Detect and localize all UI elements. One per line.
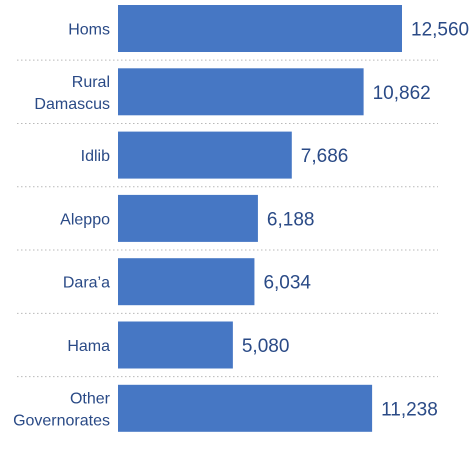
category-label-0: Homs [68,22,110,39]
value-label-0: 12,560 [411,20,469,41]
bars-group [118,5,402,432]
bar-5 [118,321,233,369]
value-label-2: 7,686 [301,146,349,167]
bar-6 [118,384,373,432]
value-label-4: 6,034 [263,273,311,294]
bar-4 [118,258,255,306]
value-labels: 12,560 10,862 7,686 6,188 6,034 5,080 11,238 [242,20,469,421]
value-label-6: 11,238 [381,399,438,420]
category-label-3: Aleppo [60,211,110,228]
category-label-1: Rural Damascus [34,74,110,113]
bar-0 [118,5,402,52]
category-label-4: Dara’a [63,275,110,292]
category-label-2: Idlib [81,148,110,165]
bar-3 [118,194,258,242]
value-label-1: 10,862 [373,83,431,104]
bar-2 [118,131,292,179]
value-label-5: 5,080 [242,336,290,357]
value-label-3: 6,188 [267,209,315,230]
category-label-6: Other Governorates [13,390,111,429]
category-label-5: Hama [67,338,110,355]
category-labels: Homs Rural Damascus Idlib Aleppo Dara’a Hama Ot… [13,22,111,430]
bar-1 [118,68,364,116]
